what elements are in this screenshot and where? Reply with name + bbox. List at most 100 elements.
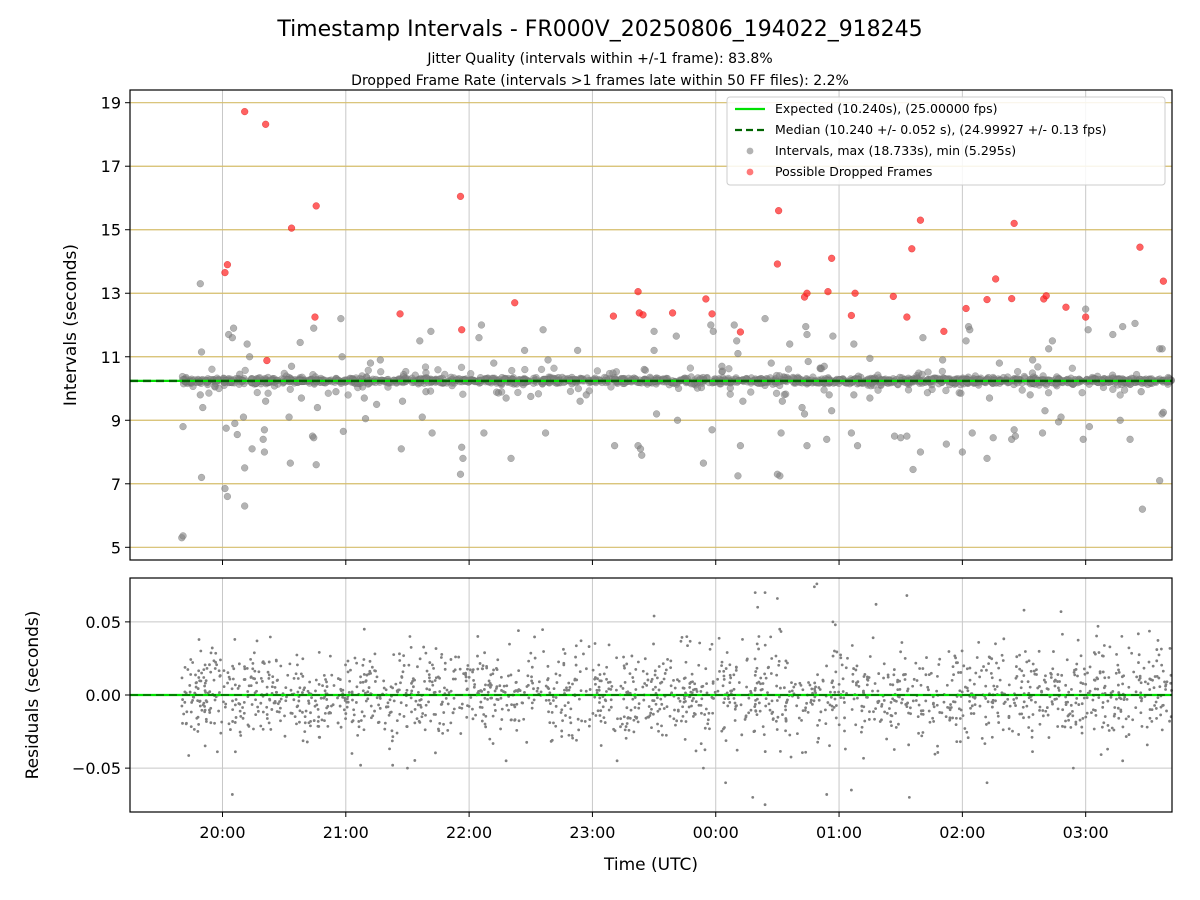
residual-point [424,713,427,717]
residual-point [442,711,446,714]
residual-point [722,677,726,681]
residual-point [409,645,413,649]
residual-point [189,725,193,729]
residual-point [243,678,247,681]
residual-point [1140,699,1143,703]
residual-point [769,672,773,675]
dropped-frame-point [1082,313,1090,321]
residual-point [1072,671,1076,674]
residual-point [257,670,261,674]
residual-point [251,661,255,665]
residual-point [900,641,904,644]
interval-point [636,445,645,453]
residual-point [1084,682,1088,686]
residual-point [602,672,606,676]
dropped-frame-point [223,261,232,269]
residual-point [800,718,803,722]
residual-point [554,704,558,708]
interval-point [890,432,899,440]
interval-point [850,340,858,348]
residual-point [194,673,197,677]
interval-point [196,280,204,288]
residual-point [409,696,413,700]
residual-point [1065,658,1069,662]
residual-point [962,664,966,668]
residual-point [839,653,843,657]
residual-point [362,627,366,631]
residual-point [194,685,198,689]
interval-point [239,413,248,421]
residual-point [1107,676,1111,679]
residual-point [759,676,763,680]
residual-point [947,650,951,653]
residual-point [785,701,788,705]
residuals-y-tick-label: −0.05 [72,759,121,778]
interval-point [520,346,529,355]
residual-point [1109,695,1113,699]
residual-point [837,690,841,694]
legend-dropped-label: Possible Dropped Frames [775,164,932,179]
residual-point [817,698,821,702]
interval-point [672,332,680,340]
interval-point [1041,407,1049,415]
residual-point [615,688,618,692]
residual-point [886,675,890,679]
residual-point [1070,687,1073,691]
residual-point [188,690,192,694]
residual-point [548,691,552,695]
interval-point [494,389,503,397]
residual-point [668,714,672,718]
residual-point [363,691,367,695]
interval-point [211,383,219,391]
residual-point [818,688,822,691]
residual-point [954,716,958,720]
residual-point [842,696,846,700]
residual-point [808,683,812,687]
residual-point [703,748,707,752]
residual-point [205,720,208,723]
interval-point [1126,380,1134,389]
residual-point [718,669,721,673]
residual-point [1113,706,1117,709]
residual-point [480,719,484,723]
residual-point [903,678,907,681]
residual-point [625,662,629,666]
residual-point [330,673,334,677]
residual-point [1075,696,1079,700]
residual-point [395,719,399,723]
residual-point [1046,713,1050,717]
residual-point [834,704,838,707]
residual-point [1096,624,1100,628]
residual-point [641,685,645,689]
residual-point [693,712,697,716]
residual-point [620,722,624,726]
residual-point [737,681,741,684]
residual-point [474,713,478,717]
residual-point [398,652,401,656]
interval-point [223,492,232,501]
residual-point [835,650,839,654]
residual-point [187,754,191,757]
residual-point [577,728,581,732]
residual-point [584,667,588,671]
residual-point [697,663,701,667]
residual-point [1098,671,1102,675]
residual-point [562,647,565,651]
residual-point [673,708,676,712]
residual-point [416,691,420,694]
residual-point [850,644,854,647]
residual-point [826,701,830,704]
residual-point [1044,674,1047,678]
residual-point [438,721,442,725]
residual-point [1085,696,1089,700]
residual-point [755,713,759,717]
residual-point [978,704,982,708]
residual-point [989,671,993,675]
residual-point [218,674,222,677]
residual-point [597,688,601,692]
residual-point [619,725,622,729]
residual-point [732,696,736,700]
residual-point [190,701,194,704]
residual-point [755,697,759,701]
residual-point [430,680,434,684]
